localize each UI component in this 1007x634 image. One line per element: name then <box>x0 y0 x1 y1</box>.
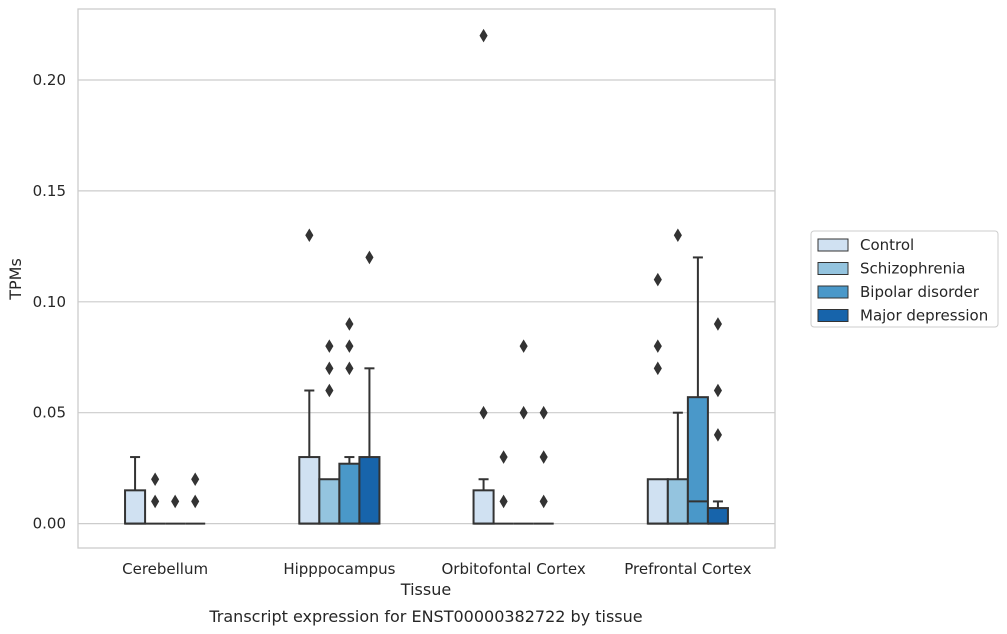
outlier-point <box>519 405 528 420</box>
legend-label: Major depression <box>860 307 988 325</box>
plot-area-frame <box>77 8 776 549</box>
x-tick-label: Prefrontal Cortex <box>624 560 751 578</box>
outlier-point <box>653 272 662 287</box>
outlier-point <box>191 472 200 487</box>
outlier-point <box>345 339 354 353</box>
legend-label: Schizophrenia <box>860 260 965 278</box>
box <box>646 478 669 525</box>
outlier-point <box>305 228 314 243</box>
legend-frame <box>810 230 999 328</box>
box <box>472 489 495 525</box>
outlier-point <box>653 361 662 376</box>
outlier-point <box>499 494 508 509</box>
outlier-point <box>151 494 160 509</box>
box <box>298 456 321 525</box>
legend: Control Schizophrenia Bipolar disorder Majo… <box>810 230 999 328</box>
outlier-point <box>713 383 722 398</box>
outlier-point <box>191 494 200 509</box>
box <box>338 462 361 525</box>
y-axis-label: TPMs <box>6 258 25 301</box>
outlier-point <box>325 383 334 398</box>
boxes <box>124 256 729 525</box>
outlier-point <box>479 28 488 43</box>
box <box>666 478 689 525</box>
outlier-point <box>151 472 160 487</box>
outlier-point <box>171 494 180 509</box>
box <box>358 456 381 525</box>
outliers <box>151 28 722 509</box>
x-tick-label: Cerebellum <box>122 560 208 578</box>
outlier-point <box>653 339 662 353</box>
legend-swatch <box>817 238 849 252</box>
outlier-point <box>713 428 722 442</box>
outlier-point <box>325 339 334 353</box>
x-tick-label: Hipppocampus <box>283 560 395 578</box>
x-tick-label: Orbitofontal Cortex <box>442 560 586 578</box>
x-axis-ticks: Cerebellum Hipppocampus Orbitofontal Corte… <box>122 560 751 578</box>
outlier-point <box>345 361 354 376</box>
legend-label: Control <box>860 236 914 254</box>
box <box>706 507 729 525</box>
outlier-point <box>713 317 722 331</box>
outlier-point <box>539 494 548 509</box>
x-axis-label: Tissue <box>400 580 451 599</box>
box <box>124 489 147 525</box>
outlier-point <box>539 405 548 420</box>
gridlines <box>78 79 775 525</box>
y-tick-label: 0.05 <box>33 404 66 422</box>
outlier-point <box>499 450 508 464</box>
y-tick-label: 0.00 <box>33 515 66 533</box>
outlier-point <box>519 339 528 353</box>
y-tick-label: 0.10 <box>33 293 66 311</box>
legend-swatch <box>817 309 849 322</box>
outlier-point <box>365 250 374 265</box>
outlier-point <box>325 361 334 376</box>
legend-swatch <box>817 262 849 275</box>
outlier-point <box>345 317 354 331</box>
legend-items: Control Schizophrenia Bipolar disorder Majo… <box>817 236 988 325</box>
outlier-point <box>673 228 682 243</box>
figure-caption: Transcript expression for ENST0000038272… <box>208 607 642 626</box>
legend-label: Bipolar disorder <box>860 283 980 301</box>
outlier-point <box>479 405 488 420</box>
legend-swatch <box>817 285 849 299</box>
y-tick-label: 0.15 <box>33 182 66 200</box>
y-axis-ticks: 0.00 0.05 0.10 0.15 0.20 <box>33 71 66 533</box>
outlier-point <box>539 450 548 464</box>
box <box>686 396 709 525</box>
box <box>318 478 341 525</box>
y-tick-label: 0.20 <box>33 71 66 89</box>
